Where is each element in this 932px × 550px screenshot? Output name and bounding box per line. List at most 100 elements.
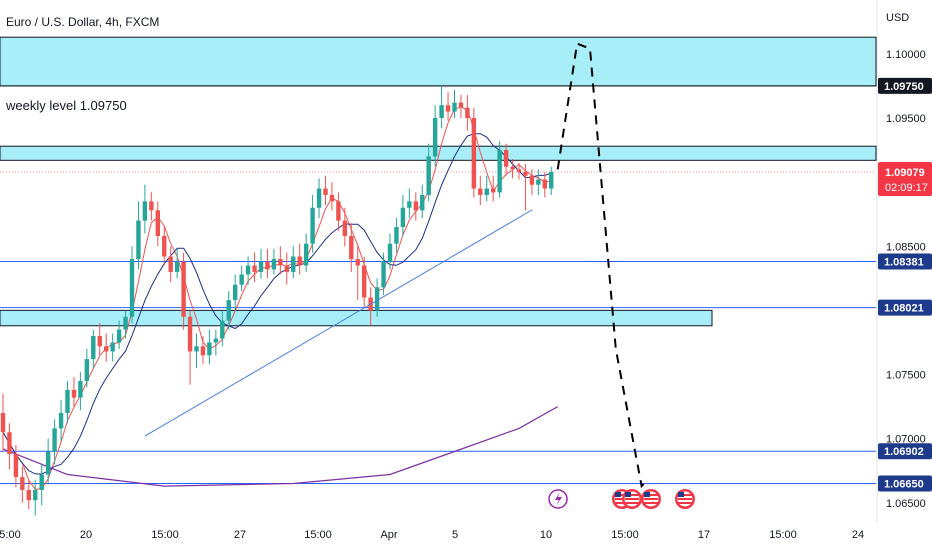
ma-fast-line: [2, 106, 552, 490]
candle-body: [497, 150, 502, 193]
price-tag-label: 1.09750: [884, 81, 924, 93]
candle-body: [233, 284, 238, 301]
price-tick-label: 1.06500: [886, 498, 926, 510]
candle-body: [349, 235, 354, 260]
candle-body: [20, 477, 25, 490]
candle-body: [465, 107, 470, 118]
candle-body: [503, 150, 509, 167]
candle-body: [510, 166, 515, 170]
candle-body: [291, 256, 296, 272]
weekly-level-annotation: weekly level 1.09750: [5, 98, 127, 113]
time-tick-label: 10: [540, 529, 552, 541]
candle-body: [516, 169, 522, 172]
candle-body: [355, 259, 360, 266]
us-flag-icon-stripe: [678, 498, 692, 500]
zone-2: [0, 309, 713, 327]
candle-body: [316, 188, 322, 208]
time-tick-label: 5:00: [0, 529, 21, 541]
us-flag-icon-stripe: [615, 494, 629, 496]
candle-body: [420, 194, 425, 211]
price-tick-label: 1.10000: [886, 49, 926, 61]
candle-body: [200, 346, 206, 356]
time-tick-label: 27: [234, 529, 246, 541]
candle-body: [439, 105, 444, 118]
countdown: 02:09:17: [885, 182, 928, 194]
candle-body: [33, 489, 38, 501]
candle-body: [426, 156, 431, 195]
candle-body: [0, 412, 6, 433]
symbol-title: Euro / U.S. Dollar, 4h, FXCM: [6, 15, 159, 29]
candle-body: [45, 451, 51, 475]
trend-line: [144, 209, 533, 437]
currency-label: USD: [886, 12, 909, 24]
candle-body: [478, 188, 483, 195]
candle-body: [207, 342, 212, 356]
candle-body: [239, 274, 244, 285]
time-axis[interactable]: 5:00 20 15:00 27 15:00 Apr 5 10 15:00 17 15:00 24: [0, 529, 864, 541]
candle-body: [52, 428, 57, 452]
candle-body: [220, 320, 225, 339]
candle-body: [78, 380, 83, 398]
us-flag-icon-canton: [625, 492, 631, 497]
price-tag-bg: [878, 475, 932, 492]
us-flag-icon-stripe: [625, 502, 639, 504]
zone-0: [0, 36, 877, 87]
us-flag-icon[interactable]: [622, 489, 642, 509]
time-tick-label: 5: [452, 529, 458, 541]
candle-body: [194, 346, 199, 352]
us-flag-icon-stripe: [644, 494, 658, 496]
candle-body: [110, 342, 115, 352]
candle-body: [374, 287, 380, 311]
us-flag-icon[interactable]: [641, 489, 661, 509]
price-tick-label: 1.07000: [886, 434, 926, 446]
candle-body: [129, 259, 135, 317]
price-tag-bg: [878, 253, 932, 270]
us-flag-icon[interactable]: [675, 489, 695, 509]
candle-body: [65, 389, 70, 413]
candle-body: [7, 432, 12, 455]
candle-body: [149, 201, 154, 211]
candle-body: [484, 188, 489, 195]
candle-body: [91, 336, 96, 360]
candles: [0, 85, 554, 516]
candle-body: [116, 329, 122, 343]
price-axis[interactable]: USD 1.100001.095001.085001.075001.070001…: [878, 12, 932, 510]
us-flag-icon-stripe: [678, 494, 692, 496]
time-tick-label: 15:00: [769, 529, 797, 541]
current-price-bg: [878, 162, 932, 196]
candle-body: [39, 474, 44, 490]
lightning-icon[interactable]: [548, 489, 568, 509]
drawings: [144, 42, 649, 489]
us-flag-icon-stripe: [678, 502, 692, 504]
us-flag-icon-stripe: [644, 498, 658, 500]
price-tag-bg: [878, 443, 932, 460]
us-flag-icon-canton: [615, 492, 621, 497]
candle-body: [400, 207, 406, 228]
candle-body: [297, 256, 302, 266]
candle-body: [432, 117, 438, 157]
price-tag-label: 1.06902: [884, 446, 924, 458]
candle-body: [162, 235, 167, 257]
zones: [0, 36, 877, 327]
candle-body: [342, 220, 348, 236]
candle-body: [323, 188, 328, 195]
candle-body: [549, 171, 554, 189]
price-tag-label: 1.06650: [884, 479, 924, 491]
candle-body: [445, 105, 451, 112]
ma-slow-line: [2, 406, 558, 487]
candle-body: [181, 261, 186, 317]
price-tag-bg: [878, 299, 932, 316]
candle-body: [245, 265, 251, 275]
time-tick-label: 15:00: [611, 529, 639, 541]
time-tick-label: 24: [852, 529, 864, 541]
candle-body: [123, 316, 128, 330]
us-flag-icon-stripe: [615, 502, 629, 504]
us-flag-icon-stripe: [625, 498, 639, 500]
candle-body: [407, 201, 412, 208]
candle-body: [26, 489, 31, 501]
time-tick-label: 15:00: [151, 529, 179, 541]
time-tick-label: 17: [698, 529, 710, 541]
price-tick-label: 1.08500: [886, 241, 926, 253]
